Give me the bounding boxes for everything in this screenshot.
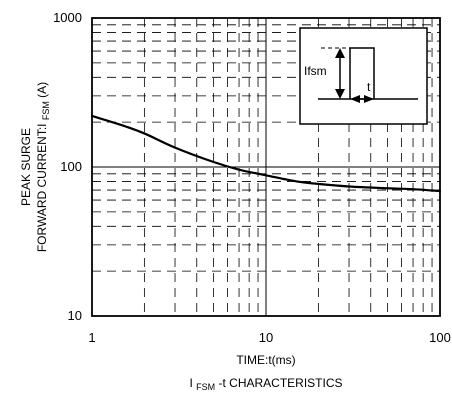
tick-label-layer: 1 10 100 10 100 1000 [53,10,451,345]
chart-caption-subscript: FSM [196,382,215,392]
x-tick-label-10: 10 [259,330,273,345]
y-axis-label-line-2-subscript: FSM [41,101,51,120]
y-axis-label-line-1: PEAK SURGE [19,128,33,206]
y-axis-label-line-2: FORWARD CURRENT:I FSM (A) [35,82,52,252]
x-tick-label-100: 100 [429,330,451,345]
inset-box [299,27,428,125]
chart-caption-prefix: I [189,376,192,390]
chart-caption: I FSM -t CHARACTERISTICS [189,376,342,393]
x-tick-label-1: 1 [88,330,95,345]
y-tick-label-100: 100 [60,159,82,174]
inset-current-label: Ifsm [304,64,327,78]
y-axis-label: PEAK SURGE FORWARD CURRENT:I FSM (A) [19,82,52,252]
y-tick-label-10: 10 [68,308,82,323]
inset-time-arrow-left-head [350,95,360,103]
y-tick-label-1000: 1000 [53,10,82,25]
y-axis-label-line-2-prefix: FORWARD CURRENT:I [35,124,49,253]
inset-time-label: t [367,80,371,94]
x-axis-label: TIME:t(ms) [236,353,295,367]
chart-caption-suffix: -t CHARACTERISTICS [219,376,343,390]
inset-time-arrow-right-head [364,95,374,103]
y-axis-label-line-2-suffix: (A) [35,82,49,98]
inset-pulse-shape [349,47,375,99]
inset-current-arrow-down-head [335,89,345,99]
inset-current-arrow-up-head [335,48,345,58]
inset-layer: Ifsm t [299,27,428,125]
plot-frame [91,17,441,317]
